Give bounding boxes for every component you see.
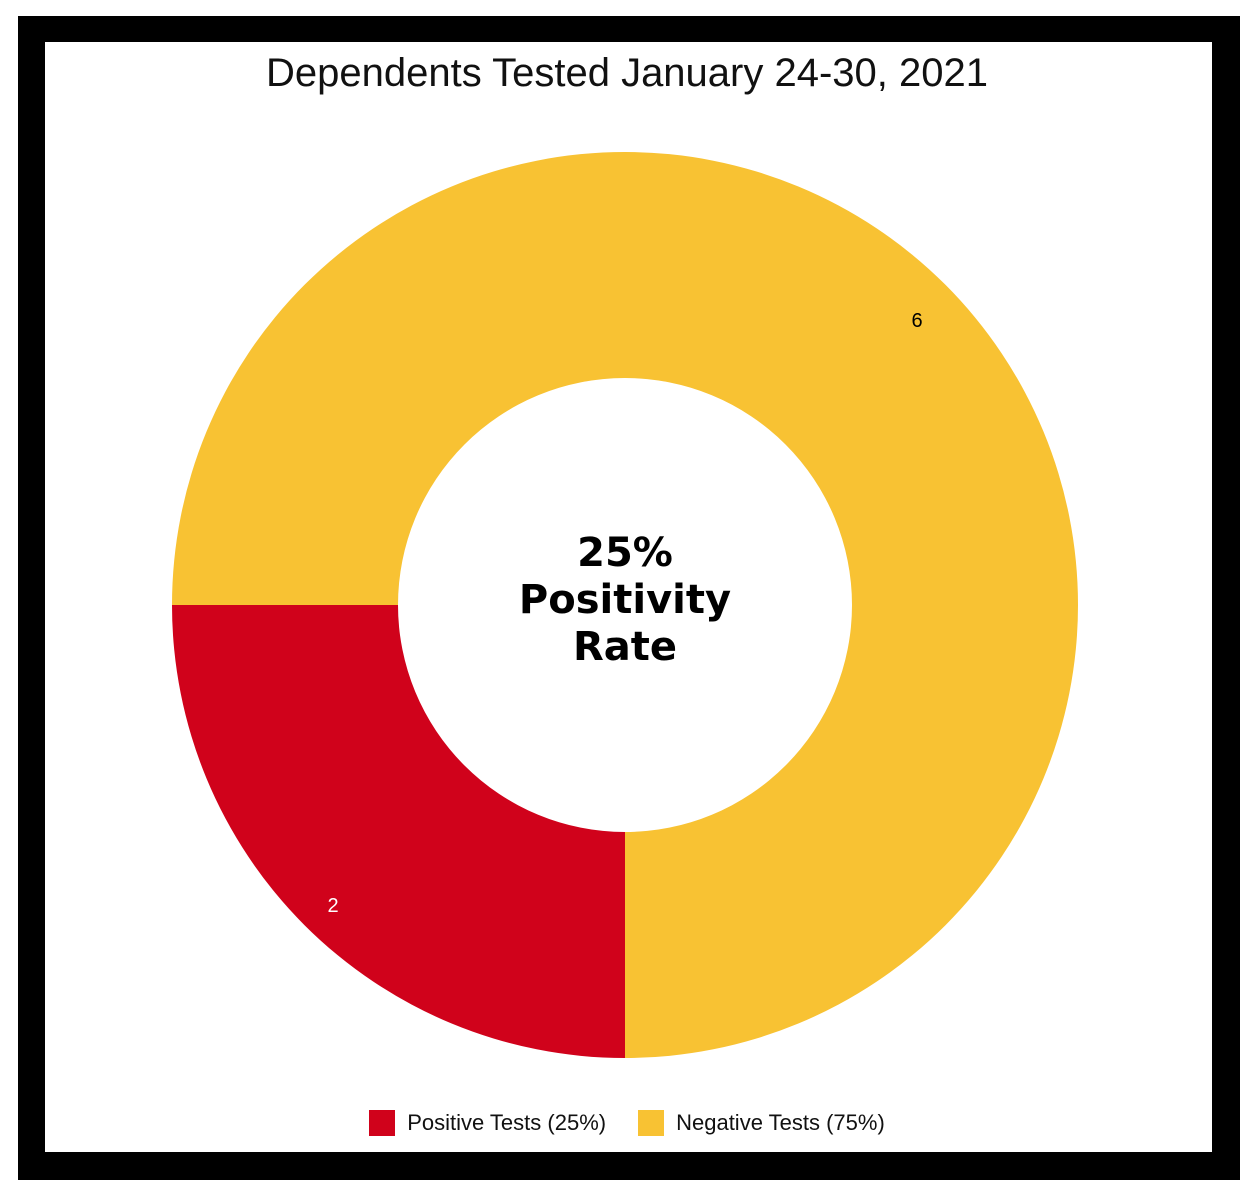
legend-label-positive: Positive Tests (25%) bbox=[407, 1110, 607, 1135]
legend-swatch-positive bbox=[369, 1110, 396, 1136]
chart-title: Dependents Tested January 24-30, 2021 bbox=[265, 51, 988, 95]
legend: Positive Tests (25%) Negative Tests (75%… bbox=[0, 1110, 1254, 1136]
center-text-line-2: Positivity bbox=[519, 577, 731, 623]
legend-swatch-negative bbox=[638, 1110, 665, 1136]
slice-positive bbox=[172, 605, 625, 1058]
data-label-positive: 2 bbox=[327, 895, 338, 917]
center-text-line-1: 25% bbox=[577, 530, 673, 576]
slice-negative bbox=[172, 152, 1078, 1058]
data-label-negative: 6 bbox=[911, 310, 922, 332]
legend-item-positive: Positive Tests (25%) bbox=[369, 1110, 606, 1136]
legend-label-negative: Negative Tests (75%) bbox=[676, 1110, 885, 1135]
legend-item-negative: Negative Tests (75%) bbox=[638, 1110, 885, 1136]
center-text-line-3: Rate bbox=[573, 624, 677, 670]
